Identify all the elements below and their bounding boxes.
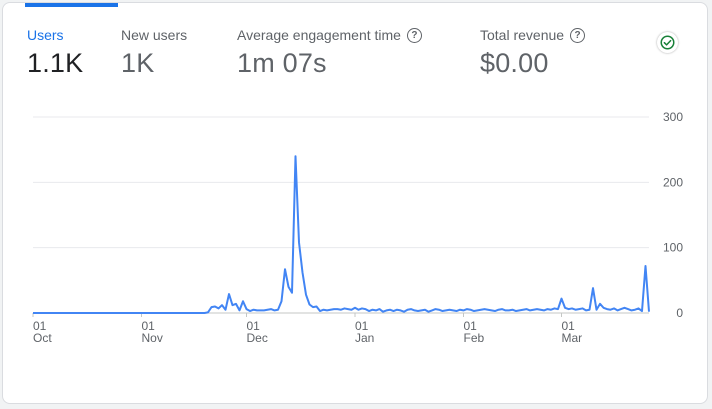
check-circle-glyph — [660, 35, 675, 50]
y-tick-label: 200 — [663, 175, 683, 189]
x-tick-day: 01 — [464, 319, 478, 333]
x-tick-month: Nov — [142, 331, 163, 345]
x-tick-month: Mar — [562, 331, 583, 345]
x-tick-day: 01 — [33, 319, 47, 333]
x-tick-day: 01 — [562, 319, 576, 333]
x-tick-month: Dec — [247, 331, 268, 345]
metric-label-new-users: New users — [121, 27, 188, 43]
x-tick-month: Feb — [464, 331, 485, 345]
x-tick-day: 01 — [355, 319, 369, 333]
metric-value-total-revenue: $0.00 — [480, 48, 549, 78]
active-tab-indicator — [25, 3, 118, 7]
metric-label-users: Users — [27, 27, 64, 43]
metric-value-users: 1.1K — [27, 48, 84, 78]
metric-label-text: Total revenue — [480, 27, 565, 43]
help-icon[interactable]: ? — [570, 27, 586, 43]
x-tick-day: 01 — [247, 319, 261, 333]
users-series-line — [33, 155, 650, 314]
metric-value-new-users: 1K — [121, 48, 155, 78]
y-tick-label: 100 — [663, 241, 683, 255]
metric-label-text: Average engagement time — [237, 27, 401, 43]
metric-label-average-engagement-time: Average engagement time ? — [237, 27, 422, 43]
users-overview-card: Users 1.1K New users 1K Average engageme… — [2, 2, 708, 404]
y-tick-label: 300 — [663, 110, 683, 124]
x-tick-month: Jan — [355, 331, 374, 345]
x-tick-day: 01 — [142, 319, 156, 333]
check-circle-icon[interactable] — [657, 32, 678, 53]
help-icon[interactable]: ? — [406, 27, 422, 43]
metric-value-average-engagement-time: 1m 07s — [237, 48, 327, 78]
x-tick-month: Oct — [33, 331, 52, 345]
y-tick-label: 0 — [676, 306, 683, 320]
metric-label-total-revenue: Total revenue ? — [480, 27, 586, 43]
